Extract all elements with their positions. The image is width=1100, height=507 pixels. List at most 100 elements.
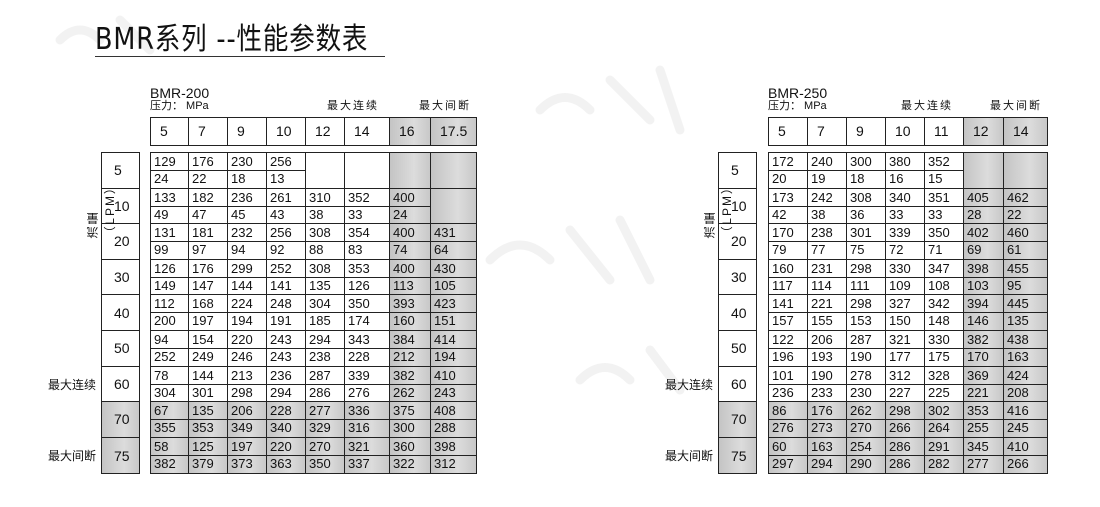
torque-value: 353: [189, 419, 227, 436]
speed-value: 328: [928, 367, 950, 383]
torque-value: 262: [390, 383, 430, 401]
torque-value: 175: [925, 347, 963, 365]
flow-cell: 75: [719, 437, 756, 474]
speed-value: 221: [811, 296, 833, 312]
speed-value: 252: [270, 260, 292, 276]
speed-value: 330: [928, 331, 950, 347]
table-cell: 416 245: [1004, 402, 1047, 437]
table-row: 173 42 242 38 308 36 340 33 351 33 405 28 462 22: [769, 188, 1047, 225]
torque-value: 160: [390, 312, 430, 329]
torque-value: 174: [345, 312, 389, 329]
speed-value: 190: [811, 367, 833, 383]
table-cell: 312 227: [886, 366, 925, 402]
table-cell: 129 24: [151, 153, 189, 188]
speed-value: 402: [967, 225, 989, 241]
table-cell: 375 300: [390, 402, 431, 437]
table-cell: 160 117: [769, 259, 808, 295]
table-row: 170 79 238 77 301 75 339 72 350 71 402 69 460 61: [769, 224, 1047, 260]
table-cell: 398 312: [431, 437, 476, 474]
speed-value: 256: [270, 154, 292, 169]
table-cell: 232 94: [228, 224, 267, 259]
speed-value: 270: [309, 438, 331, 454]
pressure-header-cell: 5: [769, 118, 808, 145]
speed-value: 220: [231, 331, 253, 347]
table-cell: 423 151: [431, 295, 476, 330]
flow-cell: 30: [102, 260, 139, 296]
speed-value: 460: [1007, 225, 1029, 241]
torque-value: 45: [228, 205, 266, 223]
empty-cell: [390, 153, 431, 188]
speed-value: 298: [889, 403, 911, 419]
table-cell: 308 88: [306, 224, 345, 259]
speed-value: 125: [192, 438, 214, 454]
speed-value: 352: [928, 154, 950, 169]
table-cell: 206 349: [228, 402, 267, 437]
table-cell: 408 288: [431, 402, 476, 437]
torque-value: 266: [1004, 454, 1047, 472]
table-cell: 340 33: [886, 188, 925, 224]
speed-value: 294: [309, 331, 331, 347]
table-cell: 131 99: [151, 224, 189, 259]
torque-value: 298: [228, 383, 266, 401]
torque-value: 33: [886, 205, 924, 223]
table-cell: 462 22: [1004, 188, 1047, 224]
speed-value: 168: [192, 296, 214, 312]
speed-value: 302: [928, 403, 950, 419]
speed-value: 243: [270, 331, 292, 347]
table-cell: 347 108: [925, 259, 964, 295]
flow-cell: 50: [719, 331, 756, 367]
table-cell: 352 15: [925, 153, 964, 188]
torque-value: 148: [925, 312, 963, 329]
table-row: 172 20 240 19 300 18 380 16 352 15: [769, 153, 1047, 189]
table-cell: 78 304: [151, 366, 189, 402]
torque-value: 61: [1004, 241, 1047, 258]
speed-value: 360: [393, 438, 415, 454]
table-row: 126 149 176 147 299 144 252 141 308 135 353 126 400 1…: [151, 259, 476, 296]
speed-value: 286: [889, 438, 911, 454]
empty-cell: [431, 153, 476, 188]
flow-cell: 60: [102, 367, 139, 403]
torque-value: 255: [964, 419, 1003, 436]
table-row: 133 49 182 47 236 45 261 43 310 38 352 33 400 24: [151, 188, 476, 225]
table-cell: 343 228: [345, 330, 390, 366]
speed-value: 60: [772, 438, 787, 454]
table-row: 131 99 181 97 232 94 256 92 308 88 354 83 400 74 431 64: [151, 224, 476, 260]
torque-value: 33: [345, 205, 389, 223]
table-cell: 398 103: [964, 259, 1004, 295]
empty-cell: [306, 153, 345, 188]
speed-value: 298: [850, 296, 872, 312]
torque-value: 135: [1004, 312, 1047, 329]
speed-value: 160: [772, 260, 794, 276]
table-cell: 400 113: [390, 259, 431, 295]
speed-value: 232: [231, 225, 253, 241]
torque-value: 18: [847, 170, 885, 187]
table-cell: 400 24: [390, 188, 431, 224]
speed-value: 408: [434, 403, 456, 419]
table-cell: 308 135: [306, 259, 345, 295]
table-cell: 369 221: [964, 366, 1004, 402]
table-cell: 455 95: [1004, 259, 1047, 295]
flow-column: 5 10 20 30 40 50 60 70 75: [718, 152, 757, 475]
table-cell: 328 225: [925, 366, 964, 402]
pressure-header-cell: 5: [151, 118, 189, 145]
speed-value: 301: [850, 225, 872, 241]
torque-value: 42: [769, 205, 807, 223]
speed-value: 220: [270, 438, 292, 454]
empty-cell: [964, 153, 1004, 188]
torque-value: 163: [1004, 347, 1047, 365]
speed-value: 287: [309, 367, 331, 383]
torque-value: 337: [345, 454, 389, 472]
speed-value: 112: [154, 296, 175, 312]
speed-value: 58: [154, 438, 169, 454]
torque-value: 150: [886, 312, 924, 329]
table-row: 122 196 206 193 287 190 321 177 330 175 382 170 438 1…: [769, 330, 1047, 367]
torque-value: 246: [228, 347, 266, 365]
table-cell: 243 243: [267, 330, 306, 366]
torque-value: 379: [189, 454, 227, 472]
pressure-header-cell: 11: [925, 118, 964, 145]
table-cell: 354 83: [345, 224, 390, 259]
torque-value: 349: [228, 419, 266, 436]
torque-value: 22: [189, 170, 227, 187]
table-row: 78 304 144 301 213 298 236 294 287 286 339 276 382 26…: [151, 366, 476, 403]
